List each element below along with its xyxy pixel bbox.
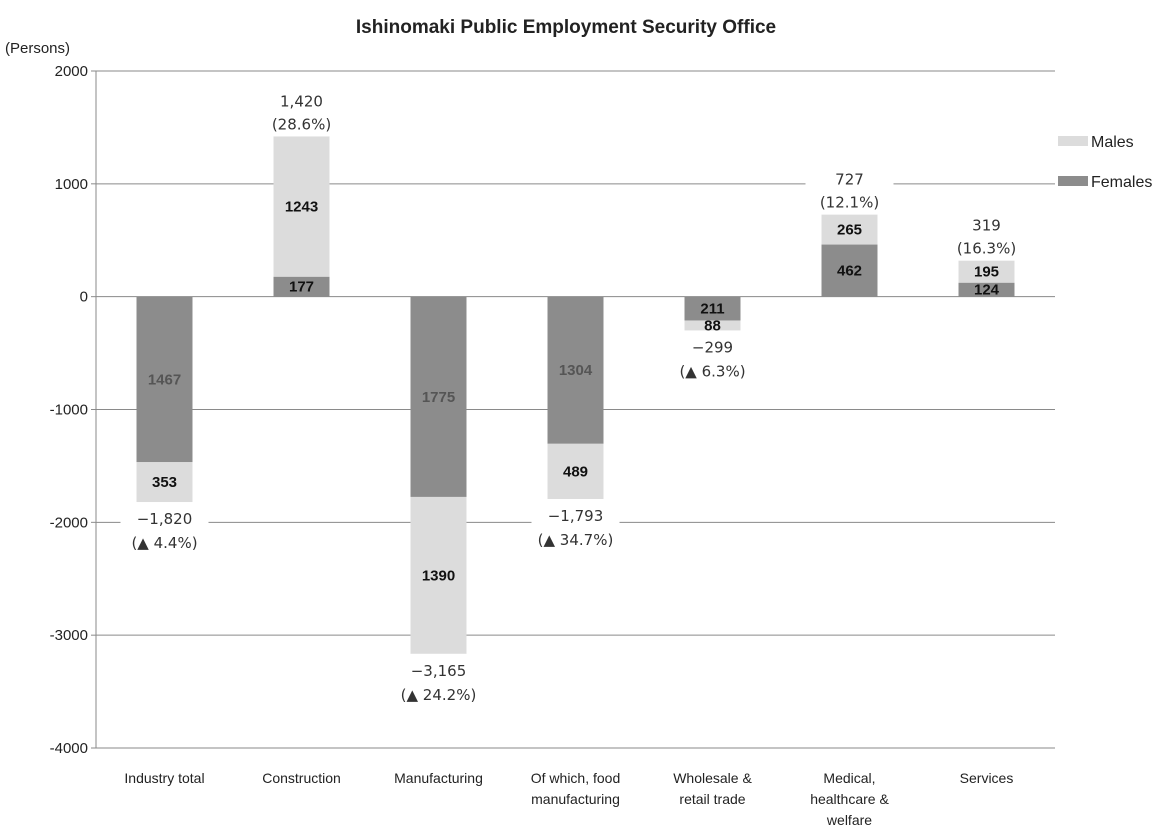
data-labels: 1467 353 −1,820 (▲ 4.4%) 177 1243 1,420 (28.6%)… — [120, 90, 1031, 704]
y-tick-label: -1000 — [50, 402, 88, 419]
total-label-bg — [805, 168, 894, 213]
x-category-label: Of which, food — [531, 770, 621, 786]
chart-title: Ishinomaki Public Employment Security Of… — [356, 17, 776, 38]
y-tick-label: -3000 — [50, 627, 88, 644]
bar-males — [547, 443, 604, 499]
total-label-bg — [942, 214, 1031, 259]
data-label-males: 1243 — [285, 199, 318, 216]
x-category-label: healthcare & — [810, 791, 889, 807]
data-label-males: 195 — [974, 264, 999, 281]
total-percent-label: (16.3%) — [957, 240, 1016, 258]
x-category-label: Services — [960, 770, 1014, 786]
total-label-bg — [531, 504, 620, 549]
data-label-females: 1775 — [422, 389, 455, 406]
y-tick-label: 2000 — [55, 63, 88, 80]
y-tick-label: -2000 — [50, 514, 88, 531]
bars — [136, 136, 1015, 654]
bar-females — [821, 244, 878, 297]
legend-swatch — [1058, 176, 1088, 186]
total-percent-label: (▲ 34.7%) — [538, 531, 614, 549]
total-percent-label: (▲ 4.4%) — [131, 534, 197, 552]
y-tick-label: -4000 — [50, 740, 88, 757]
total-value-label: −1,793 — [548, 507, 604, 525]
total-label-bg — [394, 659, 483, 704]
data-label-males: 1390 — [422, 567, 455, 584]
bar-females — [958, 282, 1015, 297]
x-category-label: Construction — [262, 770, 341, 786]
total-percent-label: (▲ 6.3%) — [679, 362, 745, 380]
legend-swatch — [1058, 136, 1088, 146]
bar-males — [273, 136, 330, 277]
x-category-label: Medical, — [823, 770, 875, 786]
bar-females — [410, 296, 467, 497]
x-category-label: welfare — [826, 812, 872, 828]
bar-females — [136, 296, 193, 463]
total-percent-label: (28.6%) — [272, 115, 331, 133]
x-category-label: retail trade — [679, 791, 745, 807]
data-label-females: 211 — [700, 301, 724, 318]
x-category-label: Wholesale & — [673, 770, 752, 786]
data-label-males: 489 — [563, 463, 588, 480]
legend-label: Males — [1091, 134, 1134, 151]
y-axis-unit-label: (Persons) — [5, 40, 70, 57]
bar-males — [410, 496, 467, 654]
x-axis-categories: Industry total Construction Manufacturing O… — [124, 770, 1013, 828]
total-value-label: −1,820 — [137, 510, 193, 528]
legend-label: Females — [1091, 174, 1152, 191]
x-category-label: Manufacturing — [394, 770, 483, 786]
legend: Males Females — [1058, 134, 1152, 191]
x-category-label: manufacturing — [531, 791, 620, 807]
y-tick-label: 1000 — [55, 176, 88, 193]
total-value-label: −3,165 — [411, 662, 467, 680]
bar-males — [958, 260, 1015, 283]
total-value-label: 1,420 — [280, 92, 323, 110]
x-category-label: Industry total — [124, 770, 204, 786]
data-label-females: 462 — [837, 263, 862, 280]
total-label-bg — [257, 90, 346, 135]
total-label-bg — [120, 508, 209, 553]
data-label-females: 124 — [974, 282, 1000, 299]
bar-males — [136, 462, 193, 503]
total-label-bg — [668, 336, 757, 381]
bar-males — [821, 214, 878, 245]
bar-females — [273, 276, 330, 297]
data-label-males: 353 — [152, 474, 177, 491]
y-tick-label: 0 — [80, 289, 88, 306]
bar-males — [684, 320, 741, 331]
data-label-males: 88 — [704, 317, 721, 334]
data-label-females: 1304 — [559, 362, 593, 379]
total-percent-label: (12.1%) — [820, 194, 879, 212]
total-value-label: −299 — [692, 338, 733, 356]
data-label-females: 177 — [289, 279, 314, 296]
total-value-label: 727 — [835, 171, 864, 189]
total-percent-label: (▲ 24.2%) — [401, 686, 477, 704]
data-label-males: 265 — [837, 222, 862, 239]
total-value-label: 319 — [972, 217, 1001, 235]
bar-females — [684, 296, 741, 321]
bar-females — [547, 296, 604, 444]
y-axis-ticks: 2000 1000 0 -1000 -2000 -3000 -4000 — [50, 63, 88, 757]
data-label-females: 1467 — [148, 371, 181, 388]
